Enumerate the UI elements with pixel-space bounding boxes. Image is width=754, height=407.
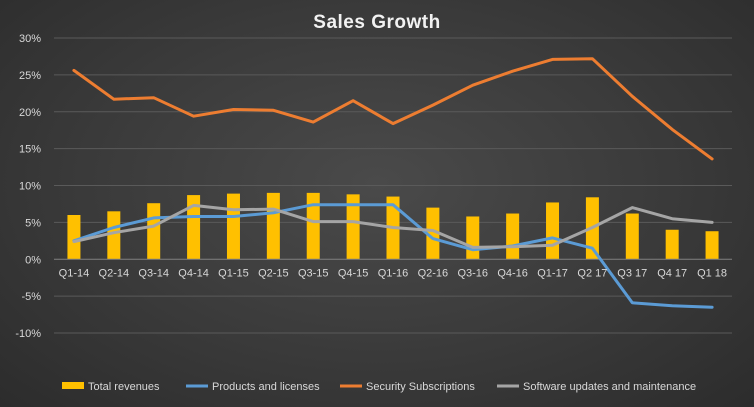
x-tick-label: Q2 17: [577, 267, 607, 279]
bar-total-revenues: [306, 192, 320, 260]
y-tick-label: -5%: [21, 291, 41, 303]
x-tick-label: Q4 17: [657, 267, 687, 279]
x-tick-label: Q4-14: [178, 267, 209, 279]
line-products-and-licenses: [72, 203, 714, 309]
y-axis-ticks: -10% -5% 0% 5% 10% 15% 20% 25% 30%: [15, 33, 41, 340]
x-tick-label: Q1-16: [378, 267, 409, 279]
bar-total-revenues: [147, 203, 161, 260]
y-tick-label: 30%: [19, 33, 41, 45]
bar-total-revenues: [187, 195, 201, 260]
legend-label: Security Subscriptions: [366, 381, 475, 393]
bar-total-revenues: [546, 202, 560, 260]
legend-label: Total revenues: [88, 381, 160, 393]
x-tick-label: Q4-15: [338, 267, 369, 279]
legend-label: Products and licenses: [212, 381, 320, 393]
line-security-subscriptions: [72, 57, 714, 161]
bar-total-revenues: [625, 213, 639, 260]
y-tick-label: 0%: [25, 254, 41, 266]
y-tick-label: 5%: [25, 217, 41, 229]
y-tick-label: 20%: [19, 107, 41, 119]
bar-total-revenues: [107, 211, 121, 260]
line-software-updates-and-maintenance: [72, 203, 714, 249]
bar-total-revenues: [466, 216, 480, 260]
x-axis-ticks: Q1-14 Q2-14 Q3-14 Q4-14 Q1-15 Q2-15 Q3-15 Q4-15…: [59, 267, 727, 279]
line-series: [72, 57, 714, 309]
legend-label: Software updates and maintenance: [523, 381, 696, 393]
bar-total-revenues: [705, 231, 719, 260]
x-tick-label: Q1-17: [537, 267, 568, 279]
x-tick-label: Q3-16: [457, 267, 488, 279]
x-tick-label: Q1 18: [697, 267, 727, 279]
bar-total-revenues: [665, 229, 679, 260]
y-tick-label: 15%: [19, 144, 41, 156]
x-tick-label: Q2-14: [99, 267, 130, 279]
x-tick-label: Q3 17: [617, 267, 647, 279]
x-tick-label: Q3-14: [138, 267, 169, 279]
bar-total-revenues: [266, 192, 280, 260]
y-tick-label: -10%: [15, 328, 41, 340]
x-tick-label: Q3-15: [298, 267, 329, 279]
y-tick-label: 10%: [19, 181, 41, 193]
legend-swatch: [62, 382, 84, 389]
gridlines: [54, 37, 732, 334]
x-tick-label: Q1-14: [59, 267, 90, 279]
x-tick-label: Q2-15: [258, 267, 289, 279]
chart-title: Sales Growth: [313, 12, 440, 33]
bar-total-revenues: [226, 193, 240, 260]
bar-total-revenues: [426, 207, 440, 260]
x-tick-label: Q1-15: [218, 267, 249, 279]
legend: Total revenues Products and licenses Secur…: [62, 381, 696, 393]
x-tick-label: Q2-16: [418, 267, 449, 279]
bars-total-revenues: [67, 192, 719, 260]
bar-total-revenues: [67, 215, 81, 260]
y-tick-label: 25%: [19, 70, 41, 82]
x-tick-label: Q4-16: [497, 267, 528, 279]
bar-total-revenues: [506, 213, 520, 260]
bar-total-revenues: [346, 194, 360, 260]
